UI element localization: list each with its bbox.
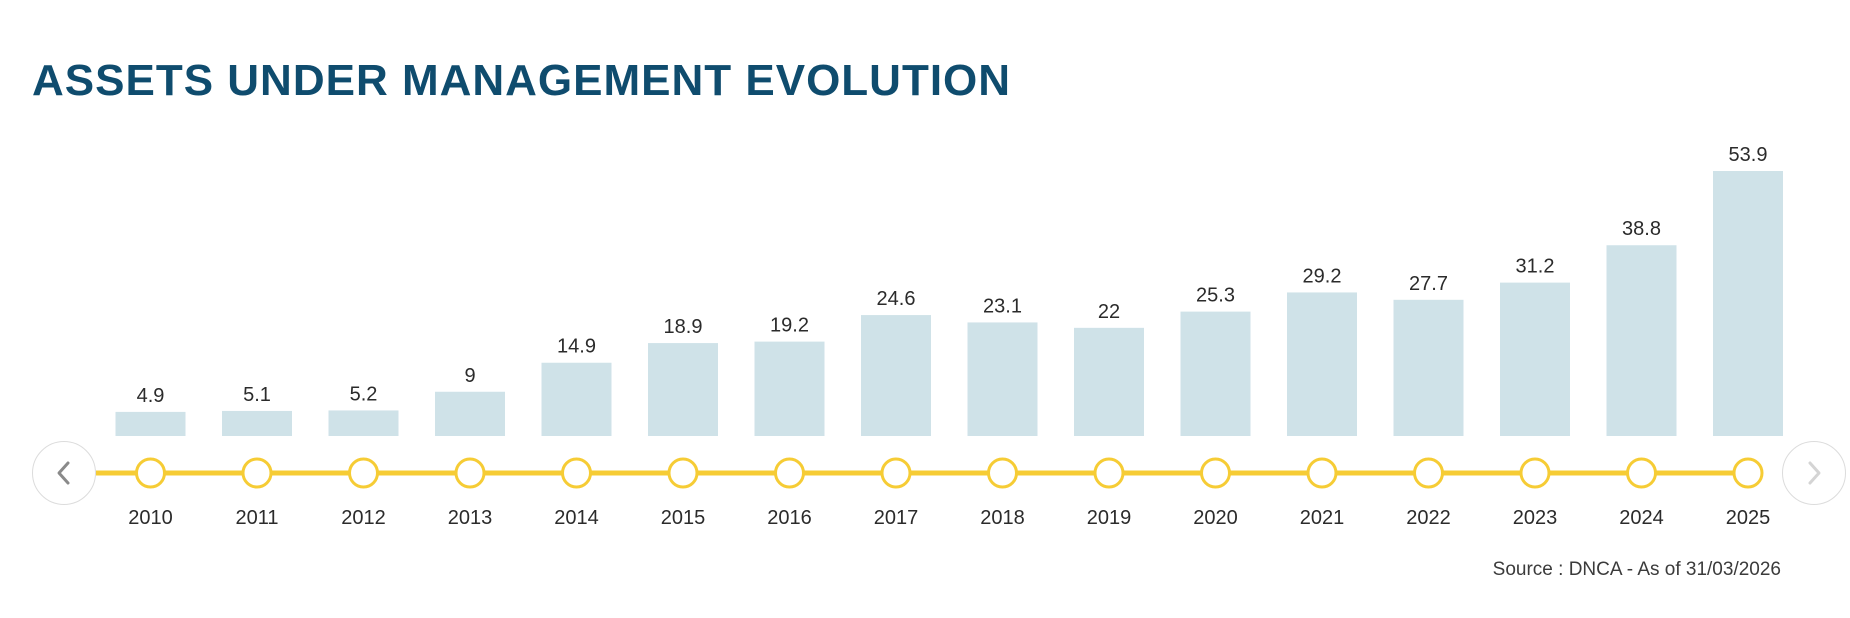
category-label-2025: 2025	[1726, 507, 1771, 529]
previous-button[interactable]	[32, 441, 96, 505]
source-note: Source : DNCA - As of 31/03/2026	[1492, 559, 1781, 580]
timeline-marker-2020[interactable]	[1200, 457, 1231, 489]
bar-2017	[861, 315, 931, 436]
bar-2010	[115, 411, 186, 436]
category-label-2012: 2012	[341, 507, 386, 529]
category-label-2015: 2015	[661, 507, 706, 529]
timeline-marker-2013[interactable]	[454, 457, 486, 489]
timeline-marker-2015[interactable]	[667, 457, 699, 489]
value-label-2011: 5.1	[243, 384, 271, 406]
value-label-2015: 18.9	[664, 316, 703, 338]
bar-2024	[1606, 245, 1677, 436]
value-label-2010: 4.9	[137, 385, 165, 407]
bar-2025	[1713, 171, 1783, 436]
timeline-marker-2025[interactable]	[1732, 457, 1764, 489]
page-title: ASSETS UNDER MANAGEMENT EVOLUTION	[32, 56, 1012, 105]
timeline-marker-2012[interactable]	[348, 457, 379, 489]
bar-2012	[328, 410, 399, 436]
timeline-marker-2021[interactable]	[1306, 457, 1338, 489]
bar-2016	[754, 341, 825, 436]
value-label-2017: 24.6	[877, 288, 916, 310]
category-label-2022: 2022	[1406, 507, 1451, 529]
value-label-2019: 22	[1098, 301, 1120, 323]
timeline-marker-2017[interactable]	[880, 457, 912, 489]
value-label-2016: 19.2	[770, 315, 809, 337]
timeline-marker-2023[interactable]	[1519, 457, 1551, 489]
bar-2013	[435, 391, 505, 436]
bar-2020	[1180, 311, 1251, 436]
value-label-2018: 23.1	[983, 295, 1022, 317]
bar-2015	[648, 343, 718, 436]
value-label-2025: 53.9	[1729, 144, 1768, 166]
bar-2022	[1393, 299, 1464, 436]
category-label-2017: 2017	[874, 507, 919, 529]
value-label-2021: 29.2	[1303, 265, 1342, 287]
category-label-2019: 2019	[1087, 507, 1132, 529]
value-label-2014: 14.9	[557, 336, 596, 358]
timeline-marker-2018[interactable]	[987, 457, 1018, 489]
timeline-marker-2014[interactable]	[561, 457, 592, 489]
timeline-marker-2010[interactable]	[135, 457, 166, 489]
bar-2021	[1287, 292, 1357, 436]
value-label-2024: 38.8	[1622, 218, 1661, 240]
category-label-2018: 2018	[980, 507, 1025, 529]
next-button[interactable]	[1782, 441, 1846, 505]
category-label-2014: 2014	[554, 507, 599, 529]
category-label-2011: 2011	[235, 507, 278, 529]
bar-2019	[1074, 327, 1144, 436]
value-label-2023: 31.2	[1516, 256, 1555, 278]
timeline-marker-2019[interactable]	[1093, 457, 1125, 489]
timeline-marker-2011[interactable]	[241, 457, 273, 489]
value-label-2022: 27.7	[1409, 273, 1448, 295]
chevron-right-icon	[1808, 461, 1821, 485]
category-label-2021: 2021	[1300, 507, 1345, 529]
bar-2011	[222, 410, 292, 436]
category-label-2016: 2016	[767, 507, 812, 529]
value-label-2020: 25.3	[1196, 285, 1235, 307]
category-label-2023: 2023	[1513, 507, 1558, 529]
chevron-left-icon	[57, 461, 70, 485]
category-label-2013: 2013	[448, 507, 493, 529]
category-label-2020: 2020	[1193, 507, 1238, 529]
value-label-2013: 9	[464, 365, 475, 387]
category-label-2010: 2010	[128, 507, 173, 529]
timeline-marker-2016[interactable]	[774, 457, 805, 489]
bar-2018	[967, 322, 1038, 436]
bar-2014	[541, 362, 612, 436]
value-label-2012: 5.2	[350, 383, 378, 405]
timeline-marker-2024[interactable]	[1626, 457, 1657, 489]
category-label-2024: 2024	[1619, 507, 1664, 529]
bar-2023	[1500, 282, 1570, 436]
timeline-marker-2022[interactable]	[1413, 457, 1444, 489]
